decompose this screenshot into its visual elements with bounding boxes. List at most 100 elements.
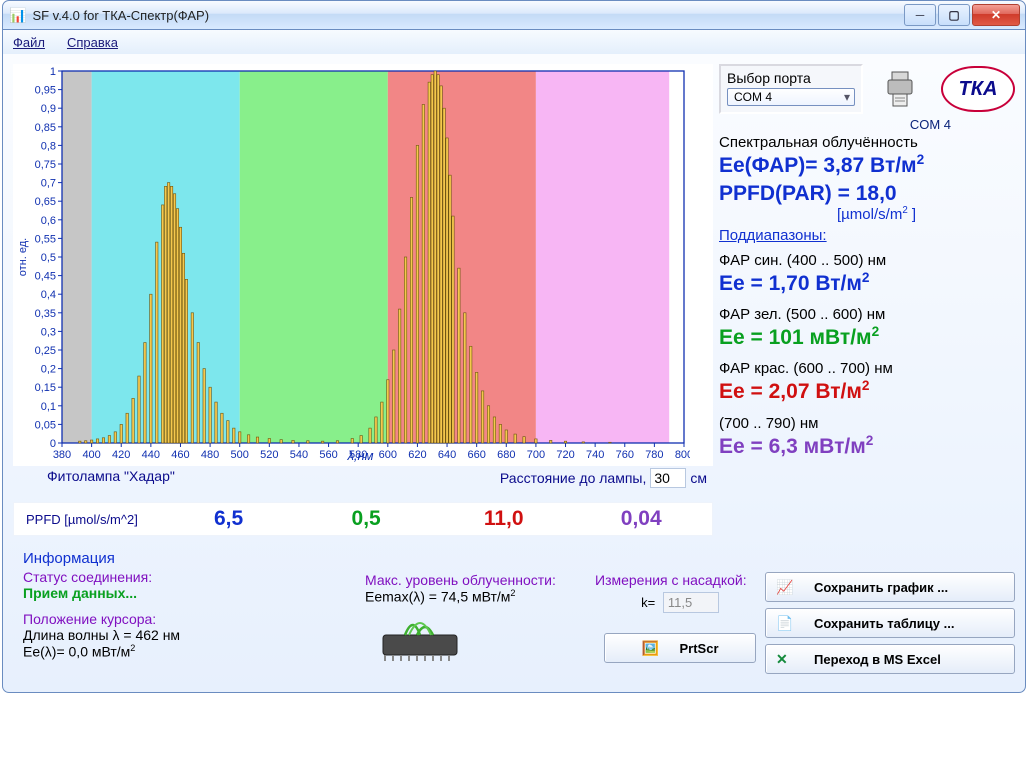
port-box: Выбор порта COM 4 (719, 64, 863, 114)
spectral-header: Спектральная облучённость (719, 134, 1015, 151)
range-blue-name: ФАР син. (400 .. 500) нм (719, 252, 1015, 269)
svg-text:600: 600 (379, 449, 397, 461)
ppfd-green: 0,5 (297, 507, 435, 531)
svg-text:0,2: 0,2 (41, 364, 56, 376)
svg-text:680: 680 (497, 449, 515, 461)
distance-unit: см (690, 470, 707, 486)
svg-text:0,35: 0,35 (35, 308, 56, 320)
svg-text:540: 540 (290, 449, 308, 461)
svg-text:400: 400 (82, 449, 100, 461)
range-red-val: Ee = 2,07 Вт/м2 (719, 377, 1015, 406)
svg-text:λ,нм: λ,нм (347, 448, 374, 463)
svg-text:0,85: 0,85 (35, 122, 56, 134)
svg-text:620: 620 (408, 449, 426, 461)
svg-text:660: 660 (467, 449, 485, 461)
ee-far: Ee(ФАР)= 3,87 Вт/м2 (719, 151, 1015, 180)
subranges-label: Поддиапазоны: (719, 227, 1015, 244)
attachment-label: Измерения с насадкой: (595, 572, 765, 588)
save-chart-icon: 📈 (776, 579, 794, 596)
svg-text:520: 520 (260, 449, 278, 461)
menu-file[interactable]: Файл (13, 35, 45, 50)
minimize-button[interactable]: ─ (904, 4, 936, 26)
svg-text:720: 720 (556, 449, 574, 461)
distance-label: Расстояние до лампы, (500, 470, 646, 486)
svg-text:420: 420 (112, 449, 130, 461)
ppfd-unit: [µmol/s/m2 ] (837, 205, 1015, 223)
prtscr-icon: 🖼️ (641, 640, 659, 657)
k-input[interactable] (663, 592, 719, 613)
svg-text:740: 740 (586, 449, 604, 461)
menu-bar: Файл Справка (2, 30, 1026, 54)
maximize-button[interactable]: ▢ (938, 4, 970, 26)
range-nir-val: Ee = 6,3 мВт/м2 (719, 432, 1015, 461)
svg-text:380: 380 (53, 449, 71, 461)
svg-text:0,7: 0,7 (41, 178, 56, 190)
svg-text:640: 640 (438, 449, 456, 461)
info-header: Информация (23, 550, 365, 567)
svg-text:отн. ед.: отн. ед. (17, 238, 29, 276)
excel-icon: ✕ (776, 651, 794, 668)
svg-text:0,5: 0,5 (41, 252, 56, 264)
max-label: Макс. уровень облученности: (365, 572, 595, 588)
save-table-button[interactable]: 📄 Сохранить таблицу ... (765, 608, 1015, 638)
save-chart-button[interactable]: 📈 Сохранить график ... (765, 572, 1015, 602)
status-label: Статус соединения: (23, 569, 365, 585)
range-green-val: Ee = 101 мВт/м2 (719, 323, 1015, 352)
spectrum-chart: 00,050,10,150,20,250,30,350,40,450,50,55… (13, 64, 713, 466)
svg-text:0,75: 0,75 (35, 159, 56, 171)
range-blue-val: Ee = 1,70 Вт/м2 (719, 269, 1015, 298)
svg-text:460: 460 (171, 449, 189, 461)
prtscr-button[interactable]: 🖼️ PrtScr (604, 633, 756, 663)
svg-text:0,6: 0,6 (41, 215, 56, 227)
svg-text:440: 440 (142, 449, 160, 461)
svg-text:0,3: 0,3 (41, 326, 56, 338)
range-green-name: ФАР зел. (500 .. 600) нм (719, 306, 1015, 323)
svg-text:480: 480 (201, 449, 219, 461)
menu-help[interactable]: Справка (67, 35, 118, 50)
title-bar: 📊 SF v.4.0 for ТКА-Спектр(ФАР) ─ ▢ ✕ (2, 0, 1026, 30)
svg-text:780: 780 (645, 449, 663, 461)
ppfd-blue: 6,5 (160, 507, 298, 531)
svg-text:700: 700 (527, 449, 545, 461)
svg-text:0,1: 0,1 (41, 401, 56, 413)
svg-text:800: 800 (675, 449, 690, 461)
port-label: Выбор порта (727, 70, 855, 86)
svg-text:0,65: 0,65 (35, 196, 56, 208)
window-title: SF v.4.0 for ТКА-Спектр(ФАР) (32, 8, 209, 23)
ppfd-label: PPFD [µmol/s/m^2] (16, 512, 160, 527)
svg-text:760: 760 (616, 449, 634, 461)
excel-button[interactable]: ✕ Переход в MS Excel (765, 644, 1015, 674)
status-value: Прием данных... (23, 585, 365, 601)
ee-cursor: Ee(λ)= 0,0 мВт/м2 (23, 643, 365, 660)
ppfd-row: PPFD [µmol/s/m^2] 6,5 0,5 11,0 0,04 (13, 502, 713, 536)
cursor-label: Положение курсора: (23, 611, 365, 627)
range-red-name: ФАР крас. (600 .. 700) нм (719, 360, 1015, 377)
distance-input[interactable] (650, 468, 686, 488)
svg-text:0,8: 0,8 (41, 140, 56, 152)
wavelength: Длина волны λ = 462 нм (23, 627, 365, 643)
svg-text:0,15: 0,15 (35, 382, 56, 394)
save-table-icon: 📄 (776, 615, 794, 632)
logo: ТКА (941, 66, 1015, 112)
svg-text:0,55: 0,55 (35, 233, 56, 245)
svg-text:0,4: 0,4 (41, 289, 56, 301)
svg-text:0,05: 0,05 (35, 419, 56, 431)
svg-text:500: 500 (231, 449, 249, 461)
app-icon: 📊 (9, 7, 26, 24)
port-select[interactable]: COM 4 (727, 88, 855, 106)
ppfd-red: 11,0 (435, 507, 573, 531)
chip-icon (365, 613, 475, 661)
svg-text:0,45: 0,45 (35, 271, 56, 283)
svg-text:1: 1 (50, 66, 56, 78)
close-button[interactable]: ✕ (972, 4, 1020, 26)
svg-text:560: 560 (319, 449, 337, 461)
printer-icon[interactable] (884, 68, 916, 110)
lamp-label: Фитолампа "Хадар" (13, 468, 500, 488)
max-value: Eemax(λ) = 74,5 мВт/м2 (365, 588, 595, 605)
svg-text:0,25: 0,25 (35, 345, 56, 357)
svg-text:0,95: 0,95 (35, 85, 56, 97)
com-status: COM 4 (719, 117, 1015, 132)
ppfd-nir: 0,04 (572, 507, 710, 531)
k-row: k= (595, 592, 765, 613)
svg-text:0,9: 0,9 (41, 103, 56, 115)
